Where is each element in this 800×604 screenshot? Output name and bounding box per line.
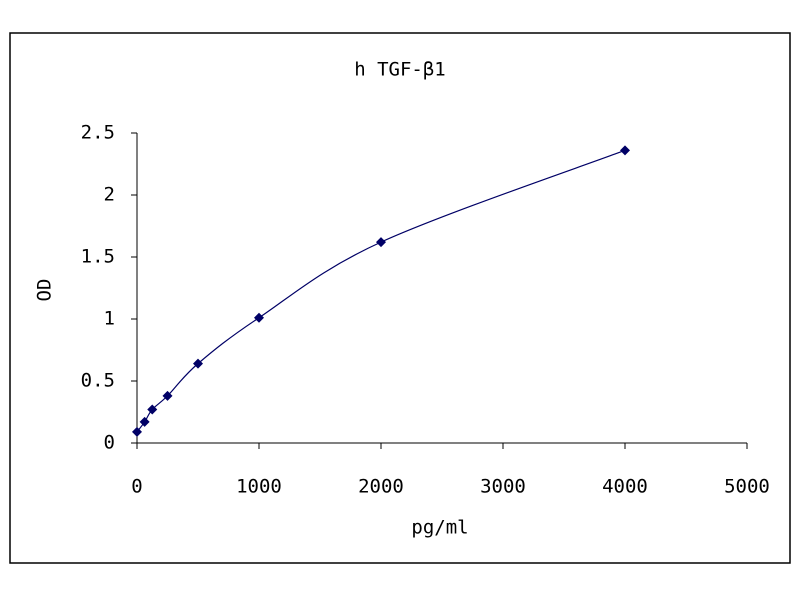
x-tick-label: 2000 [358, 476, 404, 498]
x-tick-label: 1000 [236, 476, 282, 498]
data-point [254, 312, 264, 323]
data-point [620, 145, 630, 156]
chart-frame [9, 32, 791, 564]
x-tick-label: 4000 [602, 476, 648, 498]
y-tick-label: 1 [104, 308, 115, 330]
data-point [132, 426, 142, 437]
data-point [376, 237, 386, 248]
data-point [162, 390, 173, 401]
x-tick-label: 3000 [480, 476, 526, 498]
y-tick-label: 0.5 [81, 370, 115, 392]
y-tick-label: 1.5 [81, 246, 115, 268]
data-point [193, 358, 203, 369]
x-tick-label: 0 [131, 476, 142, 498]
y-axis-label: OD [34, 279, 56, 302]
data-point [139, 416, 150, 427]
data-point [147, 404, 158, 415]
x-tick-label: 5000 [724, 476, 770, 498]
y-tick-label: 2 [104, 184, 115, 206]
y-tick-label: 0 [104, 432, 115, 454]
x-axis-label: pg/ml [411, 517, 468, 539]
y-tick-label: 2.5 [81, 122, 115, 144]
chart-title: h TGF-β1 [354, 59, 446, 81]
series-line [136, 149, 626, 433]
